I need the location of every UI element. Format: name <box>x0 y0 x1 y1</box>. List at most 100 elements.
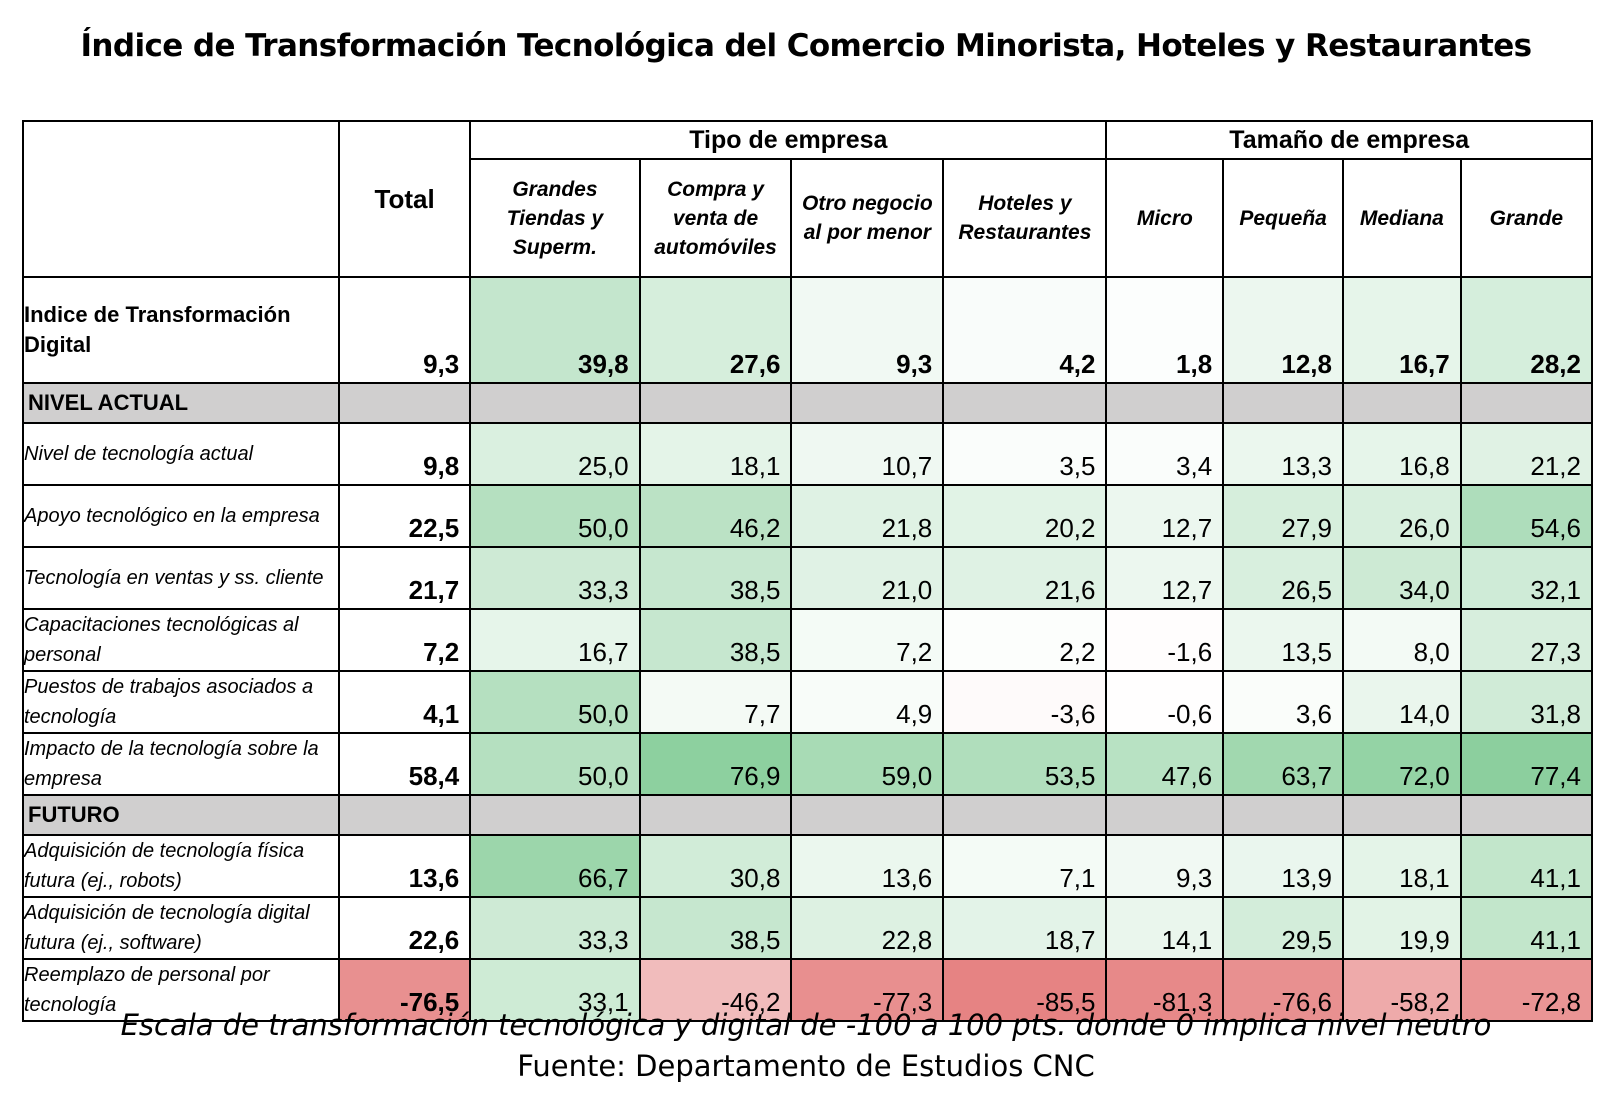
section-header-row: FUTURO <box>21 794 1594 836</box>
value-cell-grandes-tiendas: 33,3 <box>469 896 641 960</box>
value-cell-pequena: 13,9 <box>1222 834 1344 898</box>
value-cell-hoteles: 18,7 <box>942 896 1108 960</box>
header-row-columns: Grandes Tiendas y Superm. Compra y venta… <box>23 158 1594 278</box>
row-label: Impacto de la tecnología sobre la empres… <box>21 732 341 796</box>
value-cell-total: 22,6 <box>338 896 472 960</box>
value-cell-grande: 41,1 <box>1459 834 1594 898</box>
header-row-groups: Total Tipo de empresa Tamaño de empresa <box>21 120 1593 278</box>
value-cell-grandes-tiendas: 66,7 <box>469 834 641 898</box>
value-cell-micro: 3,4 <box>1105 422 1225 486</box>
value-cell-mediana: 8,0 <box>1342 608 1462 672</box>
value-cell-automoviles: 38,5 <box>638 608 793 672</box>
chart-title: Índice de Transformación Tecnológica del… <box>80 28 1533 64</box>
section-filler-cell <box>469 382 641 424</box>
section-filler-cell <box>1105 794 1225 836</box>
section-filler-cell <box>790 794 945 836</box>
value-cell-grandes-tiendas: 50,0 <box>469 732 641 796</box>
header-col-mediana: Mediana <box>1342 158 1462 278</box>
value-cell-mediana: 34,0 <box>1342 546 1462 610</box>
table-row: Impacto de la tecnología sobre la empres… <box>21 732 1594 796</box>
value-cell-total: 7,2 <box>338 608 472 672</box>
section-filler-cell <box>1459 382 1594 424</box>
value-cell-grande: 41,1 <box>1459 896 1594 960</box>
value-cell-micro: 14,1 <box>1105 896 1225 960</box>
header-group-tamano: Tamaño de empresa <box>1105 120 1593 160</box>
value-cell-otro-negocio: 21,0 <box>790 546 945 610</box>
value-cell-mediana: 14,0 <box>1342 670 1462 734</box>
value-cell-mediana: 18,1 <box>1342 834 1462 898</box>
value-cell-grande: 54,6 <box>1459 484 1594 548</box>
value-cell-micro: -0,6 <box>1105 670 1225 734</box>
value-cell-mediana: 16,7 <box>1342 276 1462 384</box>
section-filler-cell <box>1342 794 1462 836</box>
value-cell-hoteles: 20,2 <box>942 484 1108 548</box>
index-row: Indice de Transformación Digital 9,3 39,8 2… <box>21 276 1594 384</box>
header-col-hoteles: Hoteles y Restaurantes <box>942 158 1108 278</box>
header-col-automoviles: Compra y venta de automóviles <box>638 158 793 278</box>
section-filler-cell <box>1342 382 1462 424</box>
table-row: Reemplazo de personal por tecnología -76,… <box>21 958 1594 1022</box>
header-corner <box>21 120 341 278</box>
value-cell-pequena: 63,7 <box>1222 732 1344 796</box>
value-cell-mediana: -58,2 <box>1342 958 1462 1022</box>
value-cell-pequena: 13,5 <box>1222 608 1344 672</box>
value-cell-grande: 77,4 <box>1459 732 1594 796</box>
section-filler-cell <box>338 794 472 836</box>
value-cell-otro-negocio: 22,8 <box>790 896 945 960</box>
header-col-otro-negocio: Otro negocio al por menor <box>790 158 945 278</box>
scale-note: Escala de transformación tecnológica y d… <box>120 1008 1492 1042</box>
header-col-grandes-tiendas: Grandes Tiendas y Superm. <box>469 158 641 278</box>
value-cell-hoteles: -85,5 <box>942 958 1108 1022</box>
row-label: Indice de Transformación Digital <box>21 276 341 384</box>
value-cell-otro-negocio: 13,6 <box>790 834 945 898</box>
section-filler-cell <box>790 382 945 424</box>
value-cell-pequena: 27,9 <box>1222 484 1344 548</box>
value-cell-micro: 1,8 <box>1105 276 1225 384</box>
section-filler-cell <box>1222 794 1344 836</box>
value-cell-grande: 27,3 <box>1459 608 1594 672</box>
value-cell-automoviles: -46,2 <box>638 958 793 1022</box>
table-row: Nivel de tecnología actual 9,8 25,0 18,1 10,… <box>21 422 1594 486</box>
value-cell-total: -76,5 <box>338 958 472 1022</box>
value-cell-grande: 31,8 <box>1459 670 1594 734</box>
table-row: Puestos de trabajos asociados a tecnolog… <box>21 670 1594 734</box>
value-cell-otro-negocio: 10,7 <box>790 422 945 486</box>
row-label: Adquisición de tecnología física futura … <box>21 834 341 898</box>
value-cell-pequena: 29,5 <box>1222 896 1344 960</box>
value-cell-total: 4,1 <box>338 670 472 734</box>
value-cell-otro-negocio: 4,9 <box>790 670 945 734</box>
value-cell-hoteles: 53,5 <box>942 732 1108 796</box>
value-cell-automoviles: 30,8 <box>638 834 793 898</box>
value-cell-micro: 9,3 <box>1105 834 1225 898</box>
header-col-micro: Micro <box>1105 158 1225 278</box>
value-cell-hoteles: 4,2 <box>942 276 1108 384</box>
section-filler-cell <box>338 382 472 424</box>
value-cell-grandes-tiendas: 39,8 <box>469 276 641 384</box>
table-body: Total Tipo de empresa Tamaño de empresa … <box>21 120 1594 1022</box>
row-label: Reemplazo de personal por tecnología <box>21 958 341 1022</box>
source-note: Fuente: Departamento de Estudios CNC <box>517 1049 1095 1083</box>
value-cell-total: 9,8 <box>338 422 472 486</box>
section-filler-cell <box>1105 382 1225 424</box>
table-row: Capacitaciones tecnológicas al personal 7… <box>21 608 1594 672</box>
value-cell-pequena: 13,3 <box>1222 422 1344 486</box>
value-cell-hoteles: 7,1 <box>942 834 1108 898</box>
table-row: Apoyo tecnológico en la empresa 22,5 50,0 4… <box>21 484 1594 548</box>
header-total: Total <box>338 120 472 278</box>
value-cell-pequena: -76,6 <box>1222 958 1344 1022</box>
section-header-row: NIVEL ACTUAL <box>21 382 1594 424</box>
value-cell-micro: 12,7 <box>1105 484 1225 548</box>
value-cell-micro: 47,6 <box>1105 732 1225 796</box>
value-cell-total: 21,7 <box>338 546 472 610</box>
value-cell-hoteles: 21,6 <box>942 546 1108 610</box>
section-label: FUTURO <box>21 794 341 836</box>
value-cell-automoviles: 46,2 <box>638 484 793 548</box>
table-row: Adquisición de tecnología física futura … <box>21 834 1594 898</box>
value-cell-automoviles: 18,1 <box>638 422 793 486</box>
row-label: Tecnología en ventas y ss. cliente <box>21 546 341 610</box>
row-label: Nivel de tecnología actual <box>21 422 341 486</box>
row-label: Puestos de trabajos asociados a tecnolog… <box>21 670 341 734</box>
value-cell-otro-negocio: 21,8 <box>790 484 945 548</box>
value-cell-hoteles: 3,5 <box>942 422 1108 486</box>
value-cell-grandes-tiendas: 33,1 <box>469 958 641 1022</box>
